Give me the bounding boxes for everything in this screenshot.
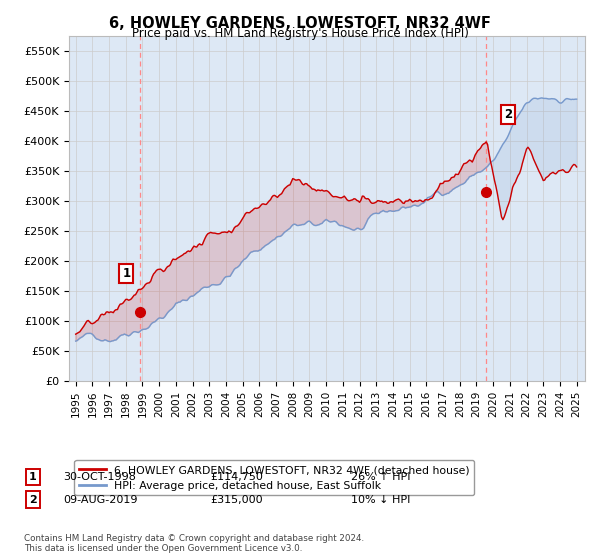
- Text: 1: 1: [29, 472, 37, 482]
- Text: 1: 1: [122, 267, 130, 279]
- Text: £114,750: £114,750: [210, 472, 263, 482]
- Text: Price paid vs. HM Land Registry's House Price Index (HPI): Price paid vs. HM Land Registry's House …: [131, 27, 469, 40]
- Text: 6, HOWLEY GARDENS, LOWESTOFT, NR32 4WF: 6, HOWLEY GARDENS, LOWESTOFT, NR32 4WF: [109, 16, 491, 31]
- Legend: 6, HOWLEY GARDENS, LOWESTOFT, NR32 4WF (detached house), HPI: Average price, det: 6, HOWLEY GARDENS, LOWESTOFT, NR32 4WF (…: [74, 460, 475, 496]
- Text: 30-OCT-1998: 30-OCT-1998: [63, 472, 136, 482]
- Text: £315,000: £315,000: [210, 494, 263, 505]
- Text: Contains HM Land Registry data © Crown copyright and database right 2024.
This d: Contains HM Land Registry data © Crown c…: [24, 534, 364, 553]
- Text: 26% ↑ HPI: 26% ↑ HPI: [351, 472, 410, 482]
- Text: 09-AUG-2019: 09-AUG-2019: [63, 494, 137, 505]
- Text: 2: 2: [29, 494, 37, 505]
- Text: 2: 2: [504, 108, 512, 121]
- Text: 10% ↓ HPI: 10% ↓ HPI: [351, 494, 410, 505]
